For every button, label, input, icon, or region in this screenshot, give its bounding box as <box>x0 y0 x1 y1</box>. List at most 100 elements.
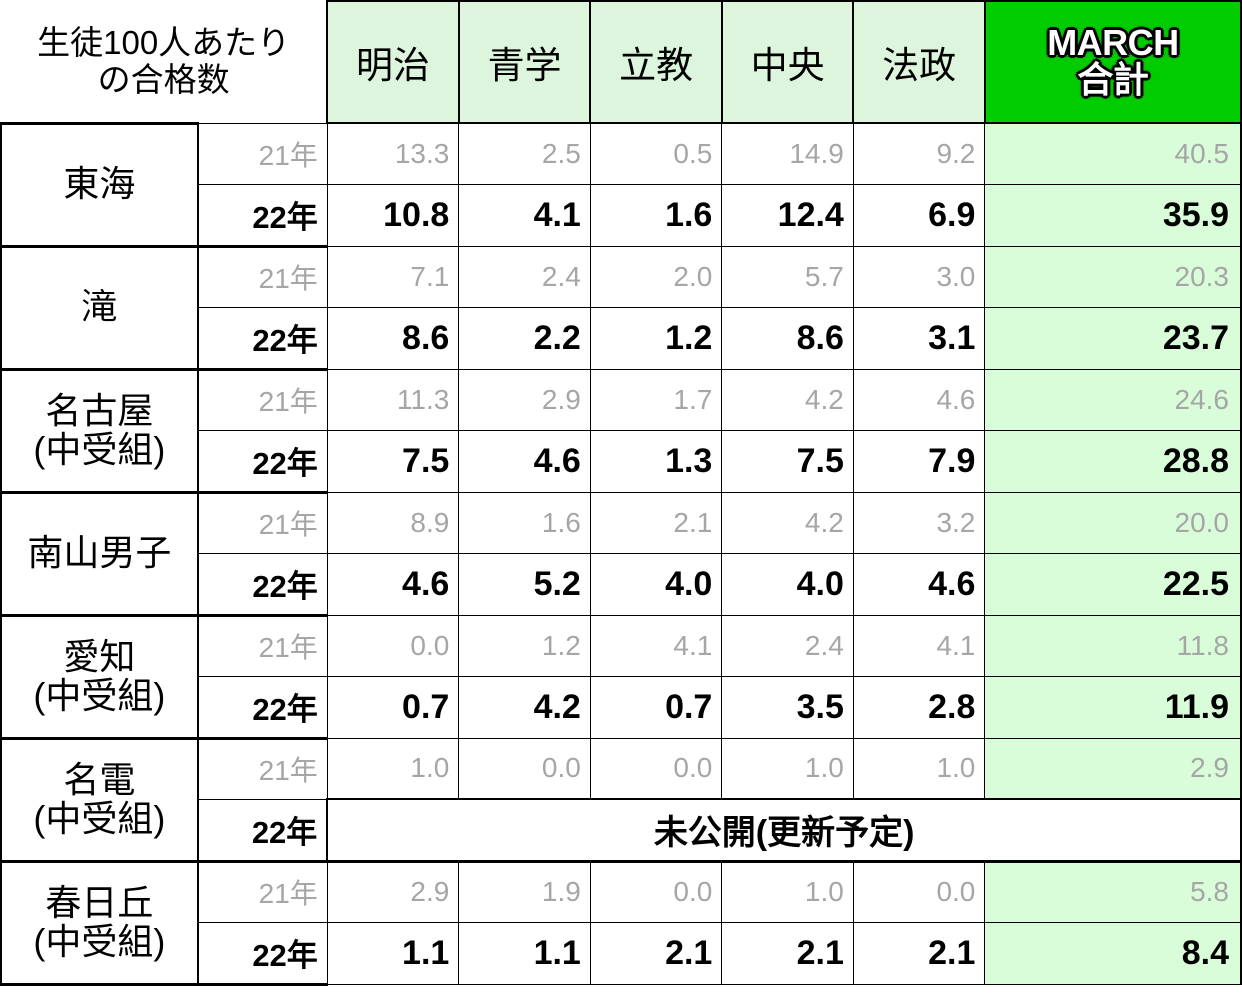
table-row: 22年 4.6 5.2 4.0 4.0 4.6 22.5 <box>1 552 1242 617</box>
value-cell-prev: 14.9 <box>721 122 854 185</box>
table-row: 南山男子 21年 8.9 1.6 2.1 4.2 3.2 20.0 <box>0 490 1242 617</box>
value-cell-curr: 0.7 <box>326 675 460 739</box>
column-header-hosei: 法政 <box>852 0 986 124</box>
table-row: 春日丘 (中受組) 21年 2.9 1.9 0.0 1.0 0.0 5.8 <box>0 859 1242 986</box>
value-cell-curr: 2.2 <box>458 306 591 370</box>
value-cell-prev: 1.0 <box>852 737 986 800</box>
value-cell-prev: 1.0 <box>721 737 854 800</box>
value-cell-curr: 4.1 <box>458 183 591 247</box>
value-cell-prev: 3.2 <box>852 491 986 554</box>
value-cell-curr: 12.4 <box>721 183 854 247</box>
school-name-cell: 名電 (中受組) <box>0 736 199 863</box>
value-cell-curr: 7.9 <box>852 429 986 493</box>
year-label-curr: 22年 <box>196 306 328 371</box>
school-name-cell: 滝 <box>0 244 199 371</box>
table-row: 愛知 (中受組) 21年 0.0 1.2 4.1 2.4 4.1 11.8 <box>0 613 1242 740</box>
value-cell-prev: 1.2 <box>458 614 591 677</box>
value-cell-prev: 4.2 <box>721 491 854 554</box>
value-cell-curr: 4.0 <box>589 552 723 616</box>
value-cell-prev: 4.2 <box>721 368 854 431</box>
table-row: 滝 21年 7.1 2.4 2.0 5.7 3.0 20.3 <box>0 244 1242 371</box>
march-total-cell-prev: 20.0 <box>984 491 1242 554</box>
unavailable-note-cell: 未公開(更新予定) <box>326 798 1242 863</box>
value-cell-prev: 7.1 <box>326 245 460 308</box>
value-cell-prev: 5.7 <box>721 245 854 308</box>
year-label-prev: 21年 <box>196 614 328 677</box>
school-name-cell: 春日丘 (中受組) <box>0 859 199 986</box>
table-row: 名古屋 (中受組) 21年 11.3 2.9 1.7 4.2 4.6 24.6 <box>0 367 1242 494</box>
value-cell-curr: 8.6 <box>326 306 460 370</box>
value-cell-curr: 5.2 <box>458 552 591 616</box>
table-row: 22年 10.8 4.1 1.6 12.4 6.9 35.9 <box>1 183 1242 248</box>
year-label-curr: 22年 <box>196 552 328 617</box>
value-cell-curr: 2.1 <box>721 921 854 985</box>
value-cell-prev: 2.5 <box>458 122 591 185</box>
march-total-cell-prev: 2.9 <box>984 737 1242 800</box>
value-cell-prev: 0.0 <box>589 860 723 923</box>
march-total-cell-prev: 20.3 <box>984 245 1242 308</box>
value-cell-curr: 7.5 <box>326 429 460 493</box>
march-total-cell-curr: 23.7 <box>984 306 1242 370</box>
table-row: 名電 (中受組) 21年 1.0 0.0 0.0 1.0 1.0 2.9 <box>0 736 1242 863</box>
march-total-cell-prev: 40.5 <box>984 122 1242 185</box>
value-cell-prev: 2.9 <box>458 368 591 431</box>
value-cell-curr: 2.1 <box>852 921 986 985</box>
value-cell-prev: 2.1 <box>589 491 723 554</box>
year-label-prev: 21年 <box>196 245 328 308</box>
value-cell-prev: 13.3 <box>326 122 460 185</box>
value-cell-prev: 9.2 <box>852 122 986 185</box>
column-header-meiji: 明治 <box>326 0 460 124</box>
value-cell-prev: 1.0 <box>721 860 854 923</box>
value-cell-curr: 6.9 <box>852 183 986 247</box>
corner-header: 生徒100人あたり の合格数 <box>1 1 328 123</box>
value-cell-prev: 1.6 <box>458 491 591 554</box>
value-cell-prev: 2.0 <box>589 245 723 308</box>
value-cell-prev: 0.0 <box>852 860 986 923</box>
table-row: 22年 0.7 4.2 0.7 3.5 2.8 11.9 <box>1 675 1242 740</box>
year-label-prev: 21年 <box>196 860 328 923</box>
header-row: 生徒100人あたり の合格数 明治 青学 立教 中央 法政 MARCH 合計 <box>1 0 1242 124</box>
table-head: 生徒100人あたり の合格数 明治 青学 立教 中央 法政 MARCH 合計 <box>1 0 1242 124</box>
year-label-curr: 22年 <box>196 183 328 248</box>
value-cell-prev: 4.1 <box>589 614 723 677</box>
value-cell-prev: 0.0 <box>458 737 591 800</box>
value-cell-prev: 4.1 <box>852 614 986 677</box>
value-cell-curr: 4.0 <box>721 552 854 616</box>
value-cell-prev: 2.9 <box>326 860 460 923</box>
value-cell-prev: 1.9 <box>458 860 591 923</box>
value-cell-prev: 0.0 <box>589 737 723 800</box>
value-cell-prev: 8.9 <box>326 491 460 554</box>
year-label-curr: 22年 <box>196 675 328 740</box>
march-total-cell-curr: 28.8 <box>984 429 1242 493</box>
value-cell-curr: 2.1 <box>589 921 723 985</box>
value-cell-prev: 2.4 <box>458 245 591 308</box>
school-name-cell: 名古屋 (中受組) <box>0 367 199 494</box>
column-header-march-total: MARCH 合計 <box>983 0 1242 124</box>
value-cell-curr: 4.6 <box>458 429 591 493</box>
school-name-cell: 愛知 (中受組) <box>0 613 199 740</box>
value-cell-prev: 3.0 <box>852 245 986 308</box>
column-header-aogaku: 青学 <box>457 0 592 124</box>
value-cell-curr: 1.1 <box>458 921 591 985</box>
school-name-cell: 南山男子 <box>0 490 199 617</box>
value-cell-curr: 7.5 <box>721 429 854 493</box>
value-cell-curr: 1.6 <box>589 183 723 247</box>
march-total-cell-curr: 35.9 <box>984 183 1242 247</box>
value-cell-curr: 4.2 <box>458 675 591 739</box>
value-cell-curr: 10.8 <box>326 183 460 247</box>
value-cell-curr: 3.1 <box>852 306 986 370</box>
value-cell-curr: 1.3 <box>589 429 723 493</box>
march-total-cell-curr: 11.9 <box>984 675 1242 739</box>
column-header-chuo: 中央 <box>720 0 855 124</box>
march-total-cell-prev: 11.8 <box>984 614 1242 677</box>
year-label-curr: 22年 <box>196 921 328 986</box>
value-cell-prev: 2.4 <box>721 614 854 677</box>
value-cell-prev: 11.3 <box>326 368 460 431</box>
table-body: 東海 21年 13.3 2.5 0.5 14.9 9.2 40.5 22年 10.8 4.1 1.6 1… <box>0 121 1242 986</box>
table-row: 22年 7.5 4.6 1.3 7.5 7.9 28.8 <box>1 429 1242 494</box>
school-name-cell: 東海 <box>0 121 199 248</box>
table-row: 22年 1.1 1.1 2.1 2.1 2.1 8.4 <box>1 921 1242 986</box>
year-label-prev: 21年 <box>196 368 328 431</box>
march-total-cell-curr: 8.4 <box>984 921 1242 985</box>
